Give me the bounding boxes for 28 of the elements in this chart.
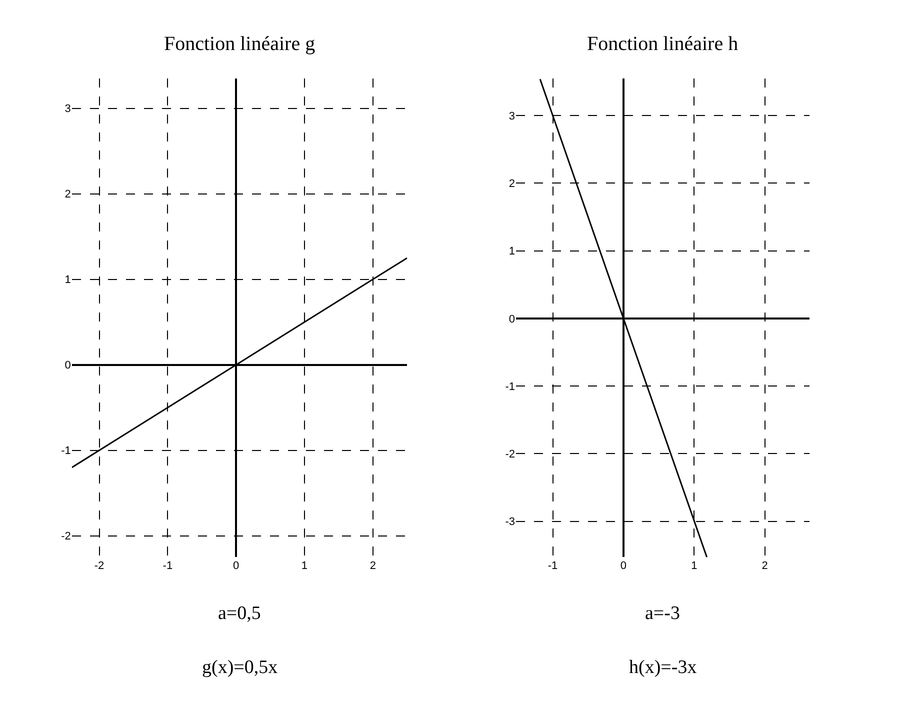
x-tick-label: 1: [691, 560, 698, 572]
y-tick-label: -3: [505, 516, 516, 528]
y-tick-label: 2: [64, 188, 71, 201]
chart-title: Fonction linéaire g: [164, 33, 316, 55]
y-tick-label: 1: [64, 274, 71, 286]
text: a=-3: [645, 603, 680, 624]
x-tick-label: -1: [548, 560, 558, 572]
x-tick-label: -1: [162, 560, 173, 572]
y-tick-label: -1: [61, 445, 71, 458]
y-tick-label: 1: [508, 246, 516, 258]
chart-title: Fonction linéaire h: [587, 33, 738, 55]
x-tick-label: 2: [370, 560, 376, 572]
y-tick-label: 3: [64, 103, 71, 116]
text: g(x)=0,5x: [202, 657, 278, 678]
y-tick-label: -2: [61, 530, 71, 543]
y-tick-label: 2: [508, 178, 516, 190]
x-tick-label: 1: [301, 560, 308, 572]
x-tick-label: 0: [620, 560, 627, 572]
x-tick-label: 0: [233, 560, 240, 572]
text: a=0,5: [218, 603, 261, 624]
y-tick-label: 0: [64, 360, 71, 372]
y-tick-label: 0: [508, 313, 516, 326]
y-tick-label: 3: [508, 110, 516, 122]
y-tick-label: -1: [505, 380, 516, 393]
x-tick-label: -2: [94, 560, 104, 572]
x-tick-label: 2: [762, 560, 768, 572]
text: h(x)=-3x: [629, 657, 698, 678]
y-tick-label: -2: [505, 448, 516, 461]
